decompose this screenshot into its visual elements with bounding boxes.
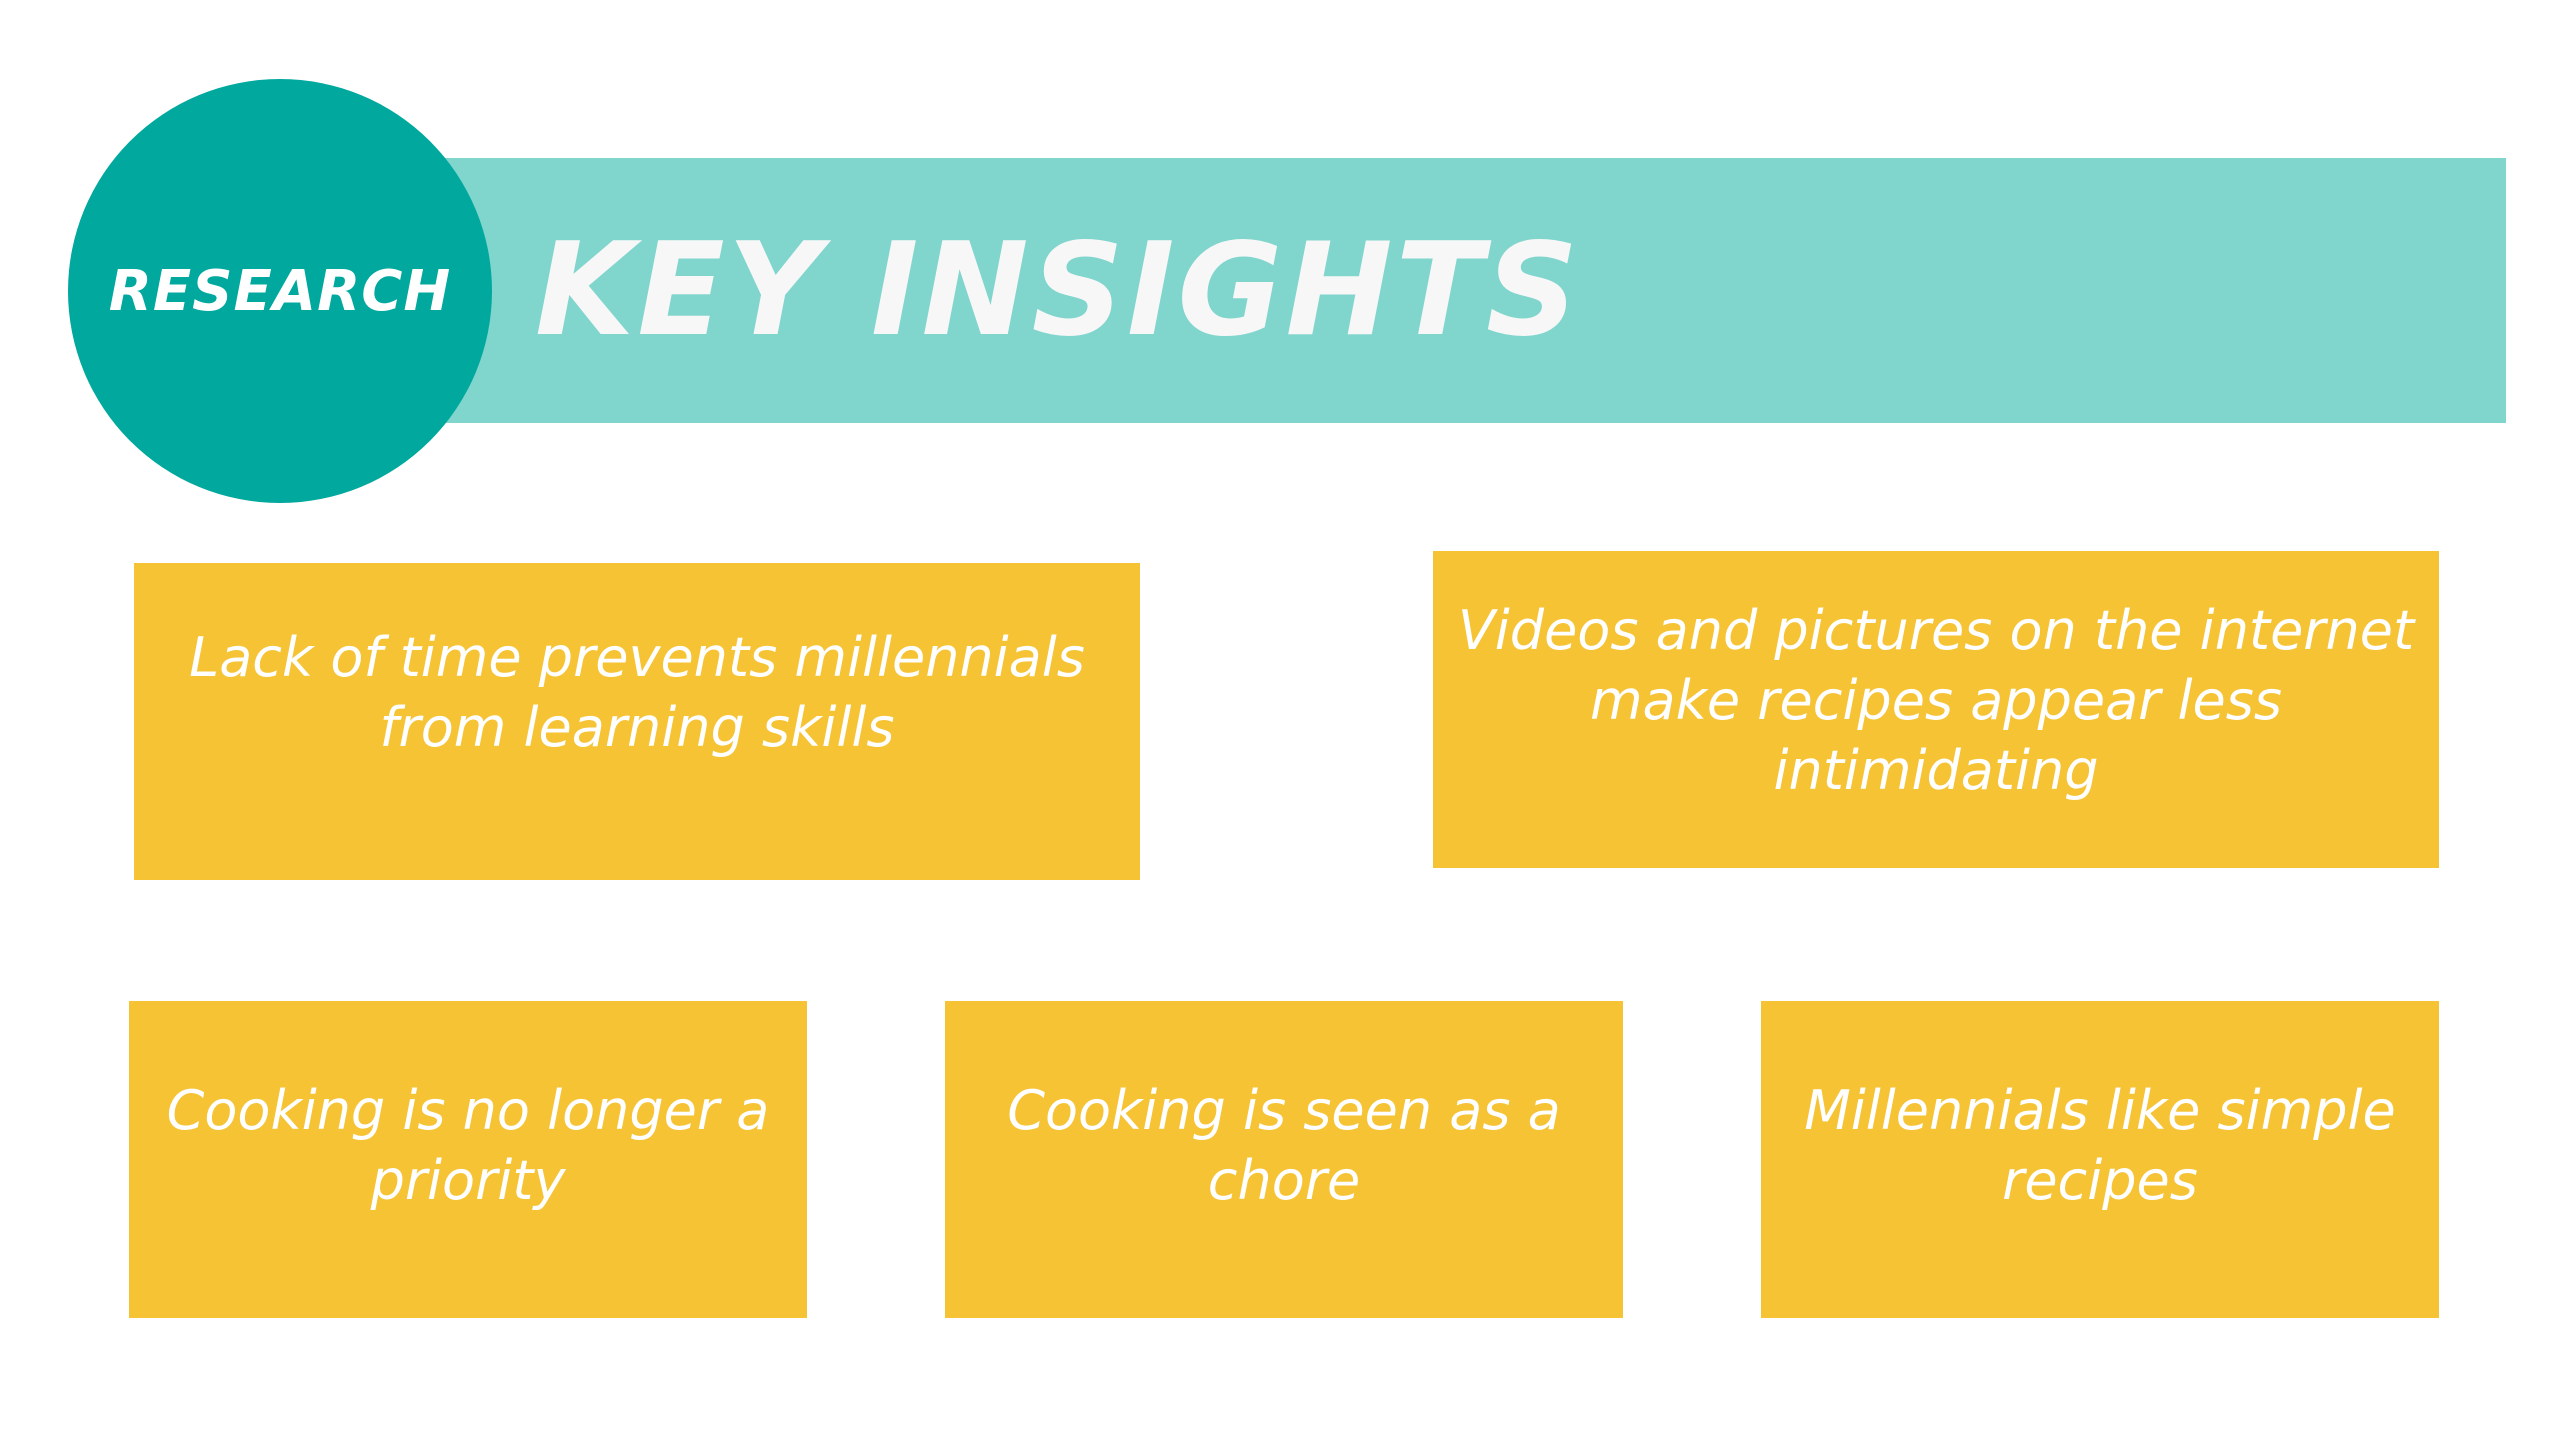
insight-text: Cooking is seen as a chore	[1007, 1079, 1561, 1212]
insight-card: Videos and pictures on the internet make…	[1433, 551, 2439, 868]
insight-card: Cooking is seen as a chore	[945, 1001, 1623, 1318]
page-title: KEY INSIGHTS	[535, 216, 1582, 365]
insight-card: Lack of time prevents millennials from l…	[134, 563, 1140, 880]
title-banner: KEY INSIGHTS	[415, 158, 2506, 423]
insight-card: Millennials like simple recipes	[1761, 1001, 2439, 1318]
insight-card: Cooking is no longer a priority	[129, 1001, 807, 1318]
insight-text: Cooking is no longer a priority	[166, 1079, 770, 1212]
insight-text: Lack of time prevents millennials from l…	[189, 626, 1085, 759]
section-badge-label: RESEARCH	[108, 258, 452, 324]
section-badge: RESEARCH	[68, 79, 492, 503]
insight-text: Videos and pictures on the internet make…	[1457, 599, 2415, 802]
insight-text: Millennials like simple recipes	[1804, 1079, 2396, 1212]
